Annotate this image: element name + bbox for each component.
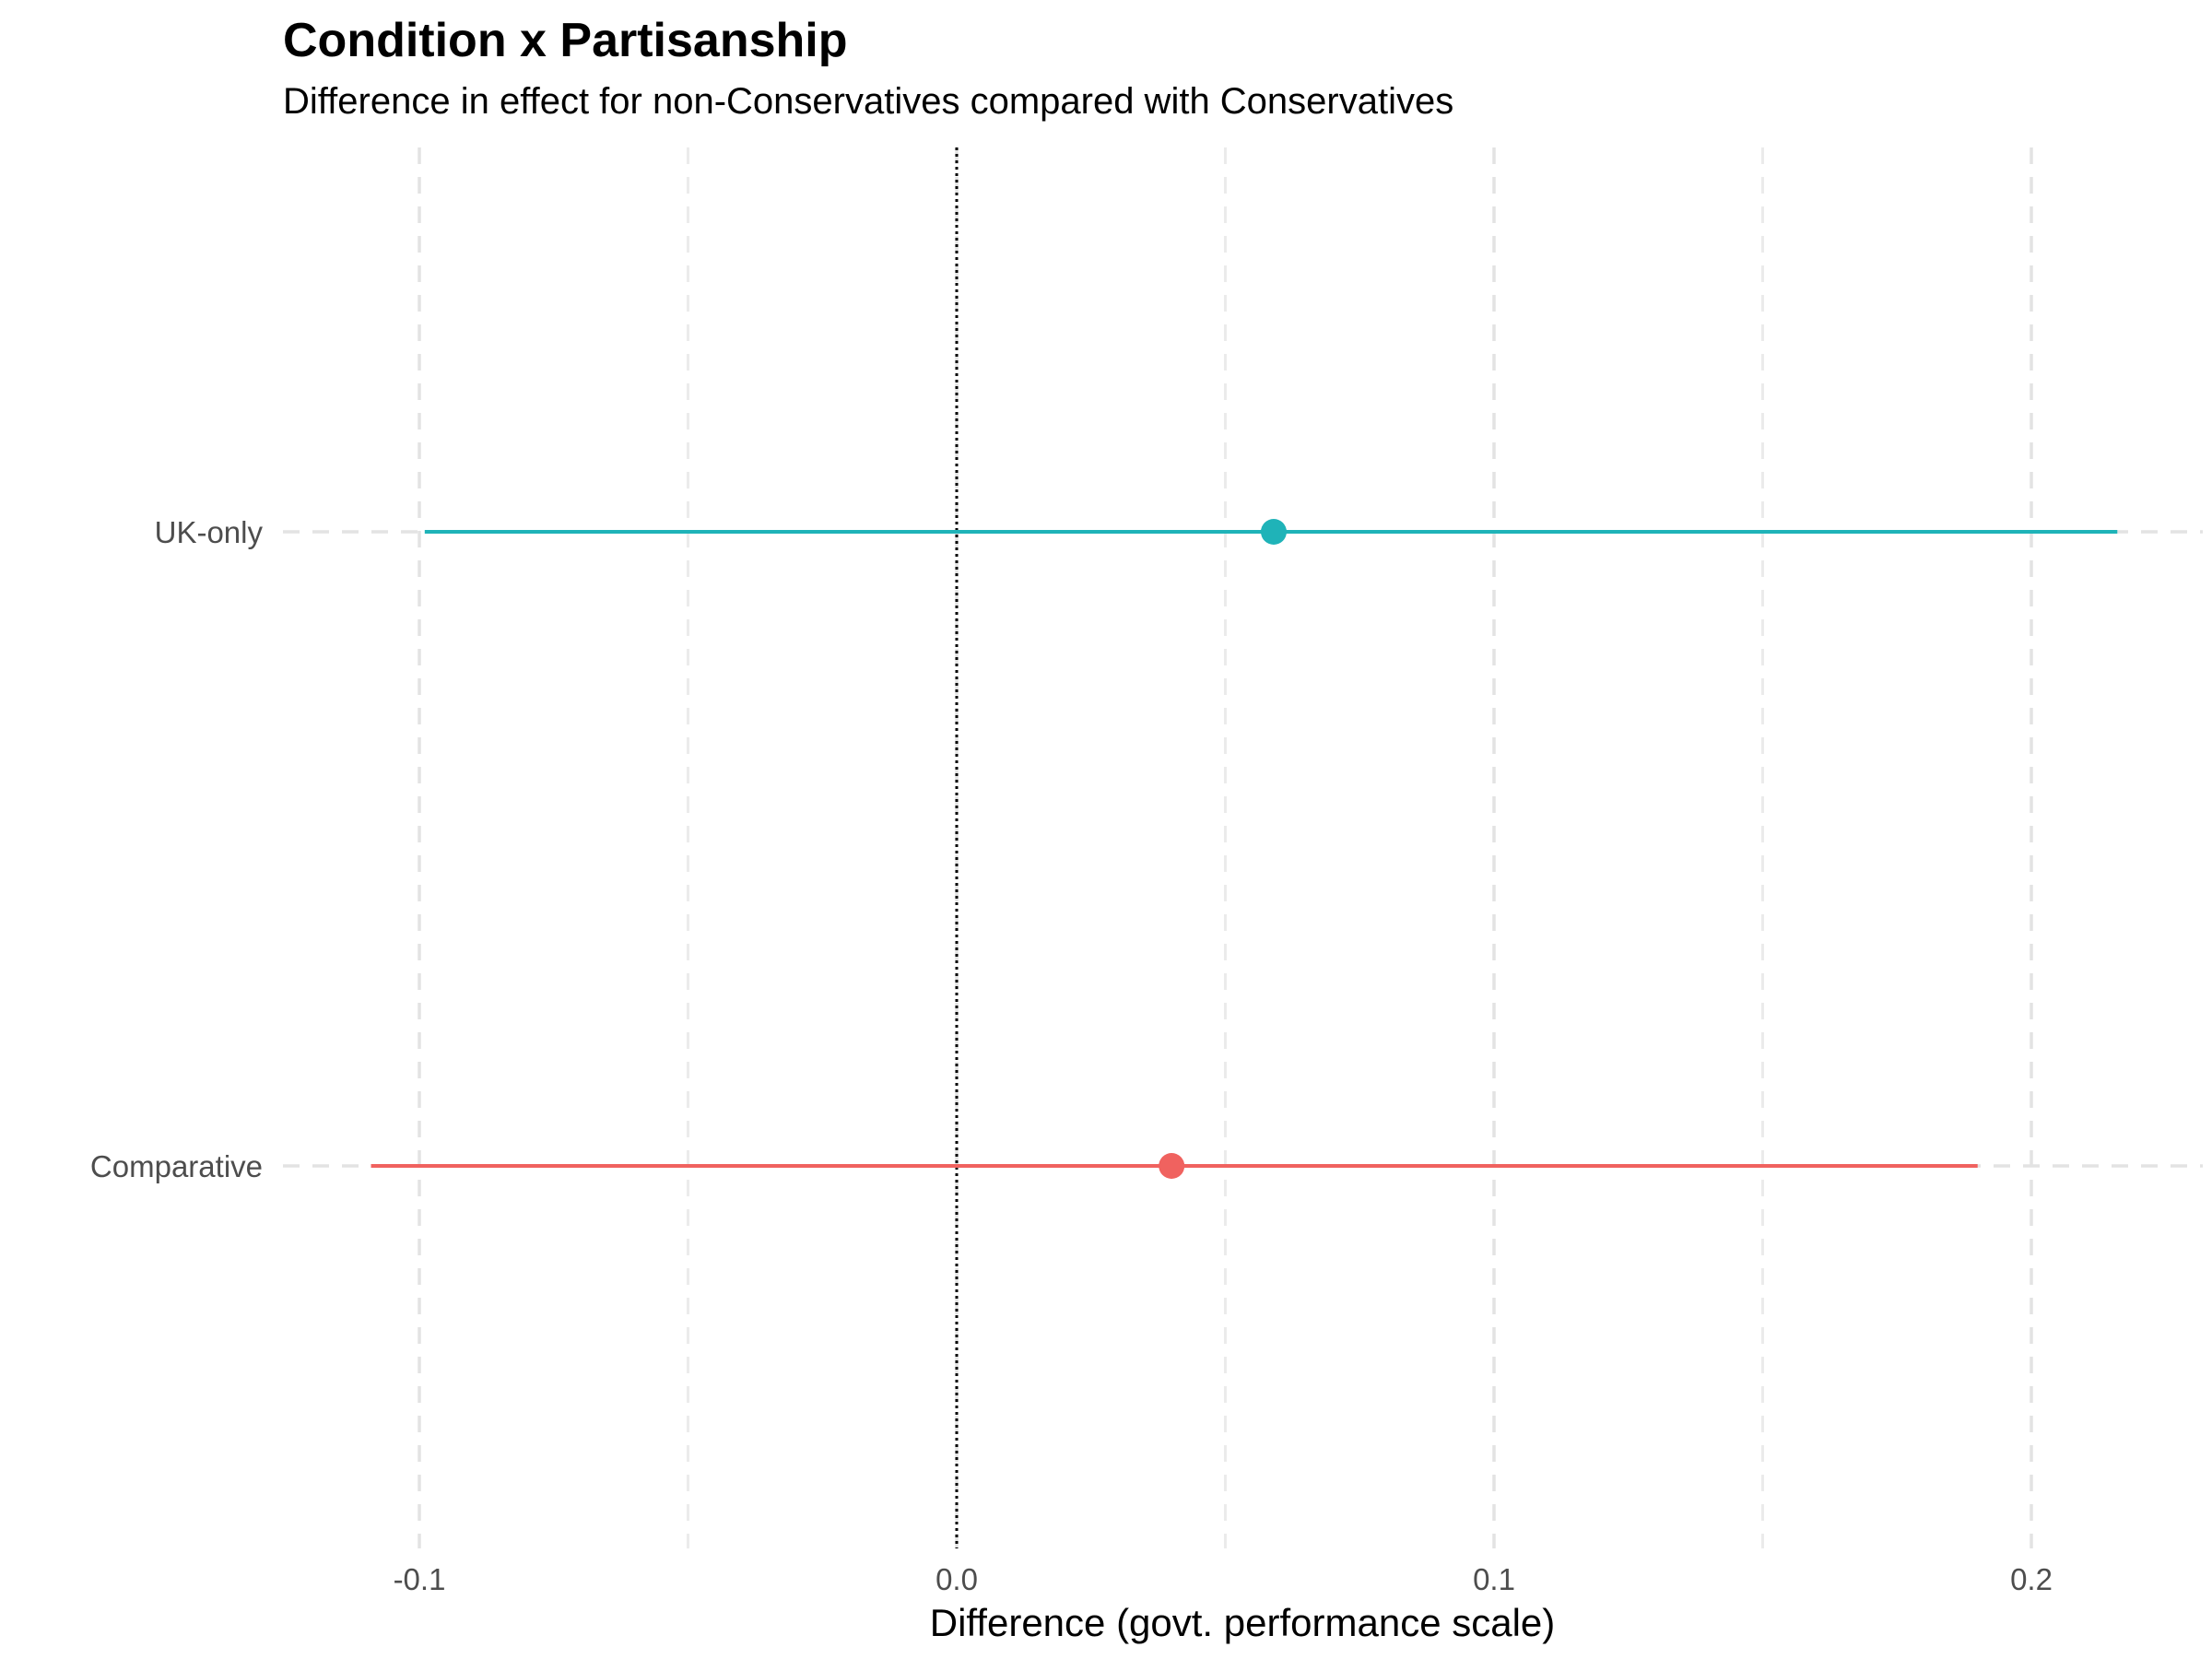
point-estimate: [1260, 519, 1287, 545]
y-tick-label: Comparative: [90, 1149, 263, 1183]
y-tick-label: UK-only: [155, 515, 264, 549]
x-tick-label: 0.1: [1473, 1562, 1515, 1596]
x-tick-label: 0.0: [935, 1562, 978, 1596]
x-tick-label: -0.1: [394, 1562, 446, 1596]
point-estimate: [1159, 1153, 1185, 1179]
x-tick-label: 0.2: [2010, 1562, 2053, 1596]
chart-subtitle: Difference in effect for non-Conservativ…: [283, 81, 1454, 122]
x-axis-title: Difference (govt. performance scale): [930, 1601, 1556, 1644]
chart-title: Condition x Partisanship: [283, 14, 848, 67]
